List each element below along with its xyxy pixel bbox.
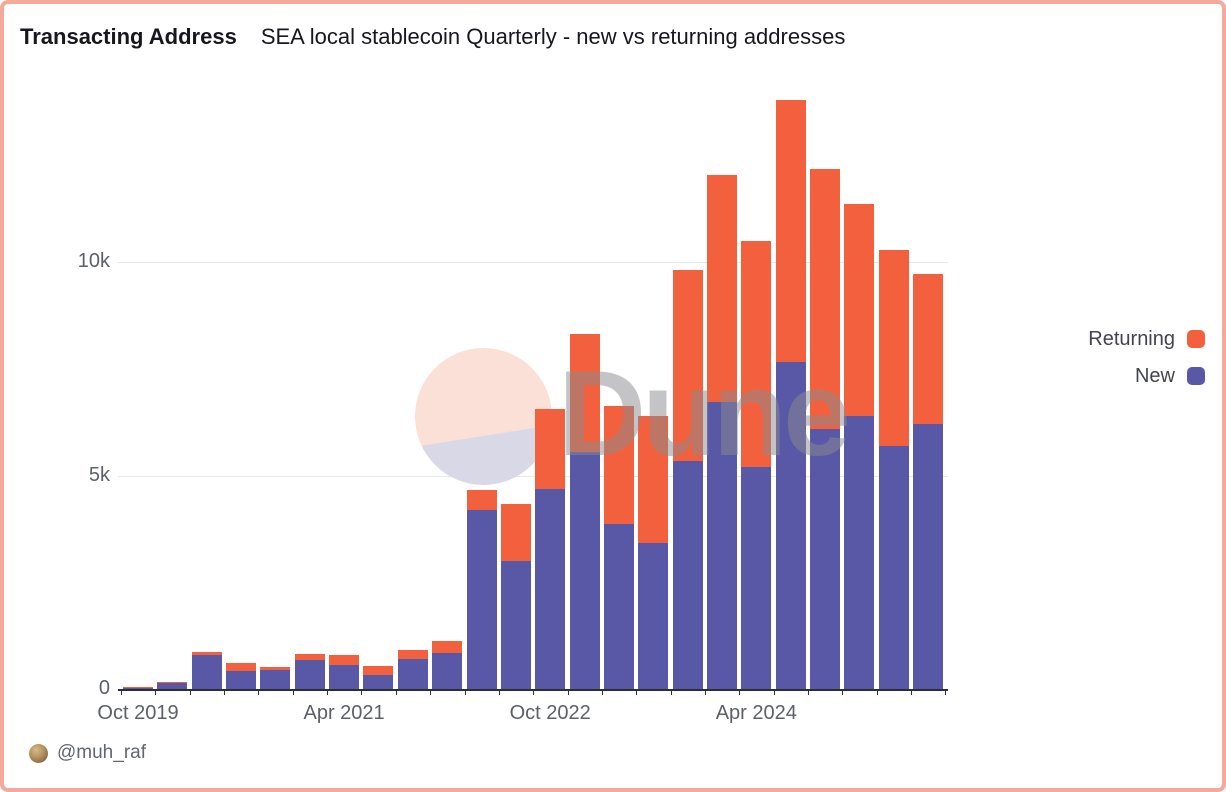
dune-watermark: Dune [558,345,851,481]
x-axis-tick [842,691,844,695]
legend-label-new: New [1134,364,1175,387]
y-axis-label-5k: 5k [88,463,110,486]
x-axis-label-apr-2024: Apr 2024 [715,702,797,724]
bar-apr-2025-returning [878,250,909,447]
bar-oct-2019-new [123,687,153,689]
y-axis-label-10k: 10k [77,250,110,272]
bar-oct-2020-new [260,670,291,689]
bar-jan-2025-returning [844,203,875,417]
bar-jul-2025-returning [913,273,944,424]
x-axis-tick [739,691,741,695]
bar-apr-2022-new [466,509,497,689]
legend-swatch-returning-icon [1187,330,1205,348]
bar-jan-2020-new [157,683,188,689]
x-axis-tick [121,691,122,695]
bar-apr-2020-returning [191,651,222,655]
page-title: Transacting Address [20,24,237,49]
bar-apr-2022-returning [466,490,497,510]
bar-jul-2025-new [913,423,944,689]
bar-jul-2021-returning [363,665,394,675]
page-subtitle: SEA local stablecoin Quarterly - new vs … [260,24,846,49]
x-axis-tick [601,691,603,695]
bar-jul-2023-returning [638,415,669,543]
x-axis-tick [876,691,878,695]
bar-jul-2024-new [775,361,806,689]
bar-jul-2024-returning [775,100,806,362]
bar-oct-2021-returning [397,650,428,660]
bar-apr-2024-returning [741,241,772,467]
x-axis-tick [808,691,809,695]
bar-jan-2021-new [294,659,325,689]
dune-logo-icon [415,348,552,485]
bar-oct-2024-returning [810,168,840,429]
x-axis-tick [395,691,397,695]
x-axis-label-apr-2021: Apr 2021 [303,702,385,724]
legend: Returning New [1088,325,1205,399]
x-axis-tick [464,691,466,695]
x-axis-tick [945,691,947,695]
chart-header: Transacting Address SEA local stablecoin … [20,24,845,50]
x-axis-tick [361,691,363,695]
x-axis-tick [224,691,226,695]
x-axis-line [118,689,948,691]
bar-jan-2025-new [844,416,875,689]
x-axis-tick [567,691,569,695]
x-axis-tick [636,691,638,695]
bar-oct-2021-new [397,659,428,689]
footer: @muh_raf [29,742,146,764]
bar-jul-2022-new [500,560,531,689]
y-axis-label-0: 0 [98,677,110,699]
legend-item-new[interactable]: New [1088,362,1205,390]
x-axis-tick [430,691,432,695]
x-axis-tick [773,691,775,695]
x-axis-tick [292,691,294,695]
x-axis-tick [189,691,191,695]
gridline-5k [118,475,948,477]
bar-jan-2022-new [432,653,463,689]
bar-oct-2020-returning [260,666,291,671]
x-axis-label-oct-2019: Oct 2019 [97,702,179,724]
bar-jul-2021-new [363,674,394,689]
x-axis-tick [704,691,706,695]
bar-apr-2021-new [329,664,360,689]
x-axis-tick [670,691,672,695]
x-axis-label-oct-2022: Oct 2022 [509,702,591,724]
x-axis-tick [155,691,157,695]
x-axis-tick [258,691,260,695]
x-axis-tick [911,691,913,695]
bar-jan-2023-returning [569,334,600,452]
bar-oct-2024-new [810,428,840,689]
bar-jul-2022-returning [500,504,531,561]
bar-jul-2020-new [226,671,257,689]
bar-jul-2020-returning [226,662,257,672]
bar-jan-2022-returning [432,640,463,654]
x-axis-tick [533,691,535,695]
bar-apr-2020-new [191,654,222,689]
bar-oct-2022-new [535,489,566,689]
bar-jan-2023-new [569,452,600,689]
x-axis-tick [327,691,329,695]
bar-apr-2024-new [741,466,772,689]
bar-apr-2023-new [603,524,634,689]
bar-jan-2020-returning [157,681,188,684]
bar-jan-2024-returning [706,174,737,403]
bar-jan-2024-new [706,402,737,689]
x-axis-tick [498,691,500,695]
bar-oct-2023-returning [672,270,703,461]
bar-oct-2023-new [672,460,703,689]
legend-item-returning[interactable]: Returning [1088,325,1205,353]
bar-apr-2021-returning [329,655,360,665]
bar-jan-2021-returning [294,653,325,660]
bar-apr-2023-returning [603,405,634,525]
legend-swatch-new-icon [1187,367,1205,385]
bar-apr-2025-new [878,446,909,689]
bar-jul-2023-new [638,542,669,689]
author-avatar [29,743,48,763]
bar-oct-2022-returning [535,408,566,490]
author-handle[interactable]: @muh_raf [57,742,146,763]
legend-label-returning: Returning [1088,327,1175,350]
gridline-10k [118,262,948,263]
